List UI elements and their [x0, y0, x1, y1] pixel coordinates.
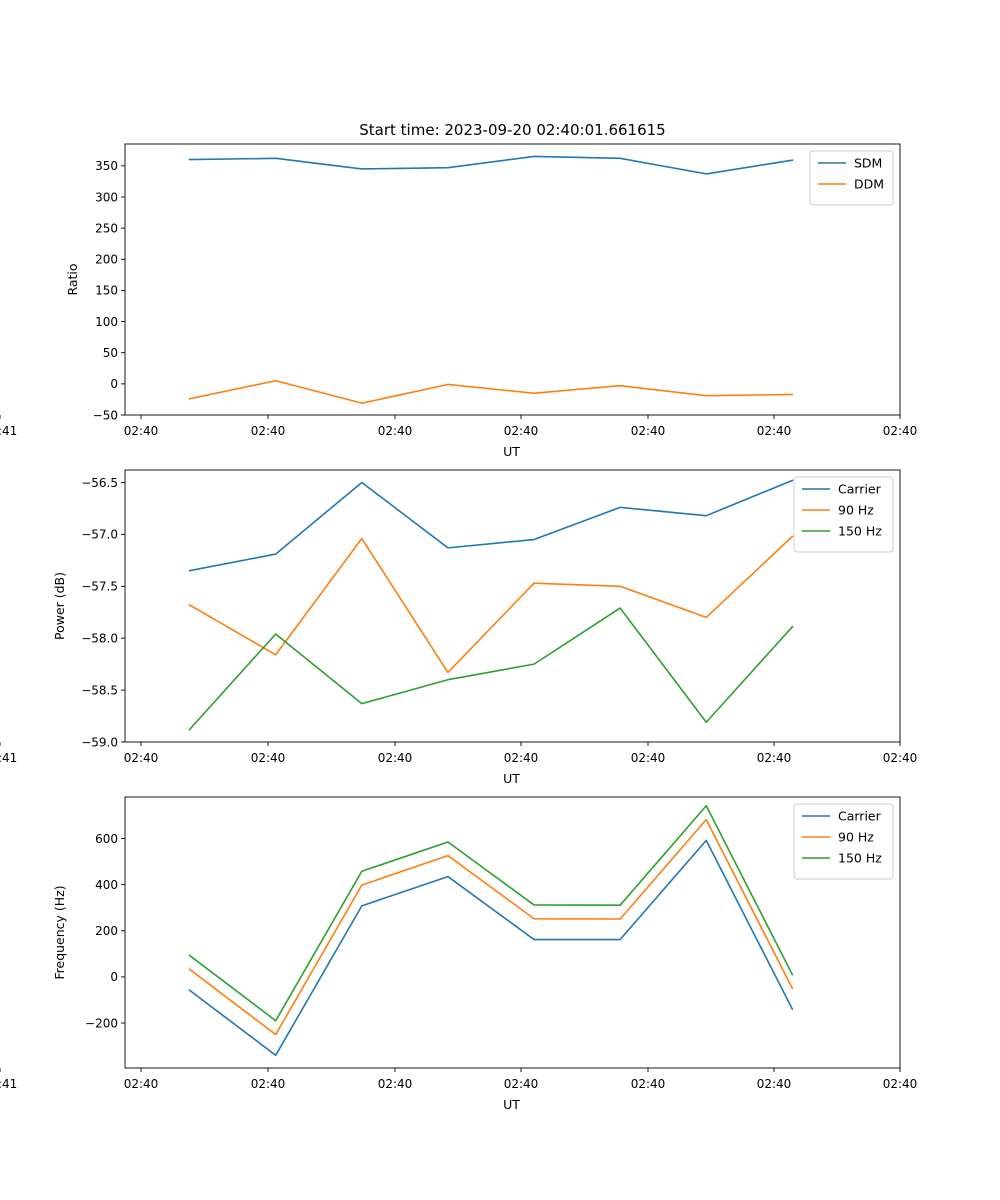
legend: SDM DDM — [809, 150, 894, 206]
y-tick-label: 100 — [95, 315, 118, 329]
panel-1: 02:40 02:40 02:40 02:40 02:40 02:40 02:40 02:41… — [0, 143, 918, 459]
axes-frame — [124, 143, 901, 416]
y-tick-label: 250 — [95, 221, 118, 235]
y-tick-label: 350 — [95, 159, 118, 173]
y-tick-label: −58.5 — [81, 683, 118, 697]
series-line-sdm — [188, 155, 794, 175]
x-tick-label: 02:40 — [883, 424, 918, 438]
legend-label: SDM — [854, 156, 882, 171]
x-tick-label: 02:40 — [378, 1077, 413, 1091]
x-tick-label: 02:40 — [504, 1077, 539, 1091]
y-tick-label: 300 — [95, 190, 118, 204]
panel-3: 02:40 02:40 02:40 02:40 02:40 02:40 02:40 02:41… — [0, 796, 918, 1112]
series-line-carrier — [188, 839, 794, 1057]
y-tick-label: −56.5 — [81, 476, 118, 490]
y-tick-label: 400 — [95, 878, 118, 892]
axes-frame — [124, 796, 901, 1069]
x-axis-label: UT — [503, 771, 520, 786]
y-tick-label: 50 — [103, 346, 118, 360]
legend-box — [809, 150, 894, 206]
x-axis-label: UT — [503, 1097, 520, 1112]
x-tick-label: 02:40 — [504, 751, 539, 765]
y-tick-label: −57.5 — [81, 580, 118, 594]
y-tick-label: 600 — [95, 832, 118, 846]
y-tick-label: −58.0 — [81, 631, 118, 645]
series-line-ddm — [188, 379, 794, 404]
x-tick-label: 02:40 — [378, 424, 413, 438]
legend-label: DDM — [854, 177, 884, 192]
series-line-90-hz — [188, 818, 794, 1036]
legend-label: 150 Hz — [838, 851, 882, 866]
y-axis-label: Ratio — [65, 263, 80, 295]
y-axis-label: Frequency (Hz) — [52, 885, 67, 979]
x-tick-label: 02:40 — [251, 1077, 286, 1091]
series-group — [188, 804, 794, 1057]
x-tick-label: 02:40 — [124, 1077, 159, 1091]
x-tick-label: 02:40 — [757, 751, 792, 765]
series-line-90-hz — [188, 535, 794, 674]
legend-label: 90 Hz — [838, 830, 874, 845]
x-tick-label: 02:40 — [883, 751, 918, 765]
y-tick-label: −57.0 — [81, 528, 118, 542]
panel-2: 02:40 02:40 02:40 02:40 02:40 02:40 02:40 02:41… — [0, 469, 918, 786]
legend-label: 150 Hz — [838, 524, 882, 539]
x-tick-label: 02:41 — [0, 751, 17, 765]
series-line-carrier — [188, 479, 794, 572]
x-tick-label: 02:40 — [251, 424, 286, 438]
y-tick-label: 200 — [95, 253, 118, 267]
x-axis-label: UT — [503, 444, 520, 459]
x-tick-label: 02:40 — [631, 751, 666, 765]
series-line-150-hz — [188, 607, 794, 731]
legend-box — [793, 803, 894, 880]
legend: Carrier 90 Hz 150 Hz — [793, 476, 894, 553]
legend-box — [793, 476, 894, 553]
legend-label: 90 Hz — [838, 503, 874, 518]
y-axis-label: Power (dB) — [52, 572, 67, 640]
panels: 02:40 02:40 02:40 02:40 02:40 02:40 02:40 02:41… — [0, 143, 918, 1112]
figure-title: Start time: 2023-09-20 02:40:01.661615 — [359, 121, 665, 139]
x-tick-label: 02:40 — [631, 1077, 666, 1091]
y-tick-label: −50 — [93, 408, 118, 422]
x-tick-label: 02:40 — [251, 751, 286, 765]
x-tick-label: 02:40 — [883, 1077, 918, 1091]
axes-frame — [124, 469, 901, 743]
series-group — [188, 479, 794, 731]
x-tick-label: 02:40 — [757, 424, 792, 438]
series-line-150-hz — [188, 804, 794, 1022]
x-tick-label: 02:40 — [631, 424, 666, 438]
y-tick-label: −59.0 — [81, 735, 118, 749]
x-tick-label: 02:40 — [757, 1077, 792, 1091]
legend-label: Carrier — [838, 809, 882, 824]
y-tick-label: 0 — [110, 377, 118, 391]
x-tick-label: 02:40 — [504, 424, 539, 438]
y-tick-label: 200 — [95, 924, 118, 938]
x-tick-label: 02:40 — [124, 751, 159, 765]
series-group — [188, 155, 794, 404]
x-tick-label: 02:41 — [0, 424, 17, 438]
y-tick-label: 150 — [95, 284, 118, 298]
x-tick-label: 02:41 — [0, 1077, 17, 1091]
x-tick-label: 02:40 — [124, 424, 159, 438]
legend: Carrier 90 Hz 150 Hz — [793, 803, 894, 880]
y-tick-label: 0 — [110, 970, 118, 984]
x-tick-label: 02:40 — [378, 751, 413, 765]
y-tick-label: −200 — [85, 1016, 118, 1030]
legend-label: Carrier — [838, 482, 882, 497]
